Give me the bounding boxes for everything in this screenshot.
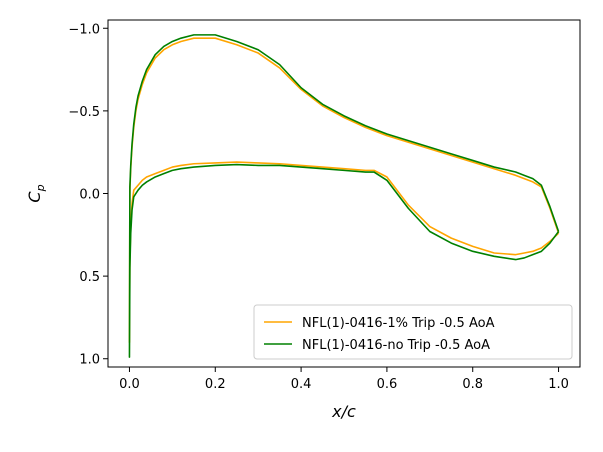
x-tick-label: 0.2 bbox=[205, 377, 226, 392]
y-axis-label-subscript: p bbox=[34, 184, 47, 192]
series-layer bbox=[128, 34, 560, 358]
legend-entry-label: NFL(1)-0416-1% Trip -0.5 AoA bbox=[302, 316, 495, 331]
legend-entry-label: NFL(1)-0416-no Trip -0.5 AoA bbox=[302, 338, 490, 353]
y-tick-label: 0.0 bbox=[79, 188, 100, 203]
y-axis-label: Cp bbox=[25, 184, 47, 202]
legend: NFL(1)-0416-1% Trip -0.5 AoA NFL(1)-0416-… bbox=[253, 304, 573, 360]
series-line-2 bbox=[128, 34, 560, 358]
legend-box bbox=[253, 304, 573, 360]
x-tick-label: 1.0 bbox=[548, 377, 569, 392]
x-tick-label: 0.0 bbox=[119, 377, 140, 392]
x-tick-label: 0.8 bbox=[462, 377, 483, 392]
y-tick-label: 1.0 bbox=[79, 353, 100, 368]
y-axis: −1.0 −0.5 0.0 0.5 1.0 bbox=[68, 22, 108, 368]
x-tick-label: 0.4 bbox=[291, 377, 312, 392]
x-axis: 0.0 0.2 0.4 0.6 0.8 1.0 bbox=[119, 367, 569, 392]
y-tick-label: 0.5 bbox=[79, 270, 100, 285]
x-tick-label: 0.6 bbox=[377, 377, 398, 392]
series-line-1 bbox=[128, 37, 560, 344]
x-axis-label: x/c bbox=[331, 402, 356, 421]
y-tick-label: −0.5 bbox=[68, 105, 100, 120]
y-tick-label: −1.0 bbox=[68, 22, 100, 37]
y-axis-label-main: C bbox=[25, 191, 44, 203]
